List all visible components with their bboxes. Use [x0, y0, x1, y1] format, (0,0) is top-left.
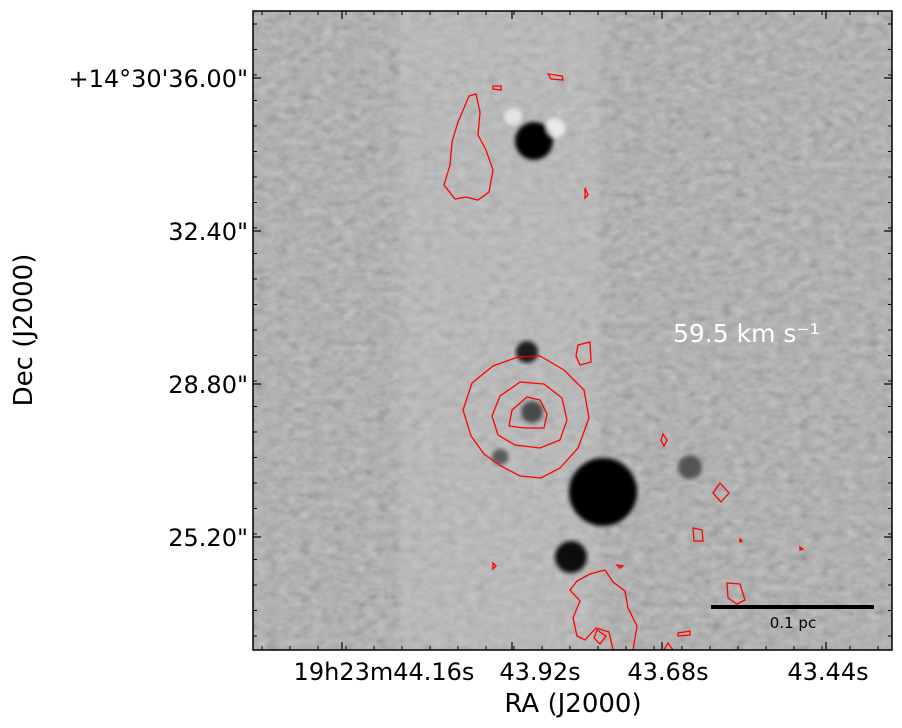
y-tick-label: 25.20"	[168, 524, 248, 552]
source	[555, 541, 587, 573]
contour	[443, 93, 494, 201]
x-tick-label: 43.44s	[787, 658, 868, 686]
x-tick-label: 19h23m44.16s	[294, 658, 475, 686]
contour	[726, 582, 746, 605]
contour	[663, 641, 674, 650]
source	[516, 341, 538, 363]
contour	[692, 527, 704, 542]
y-tick-label: +14°30'36.00"	[68, 65, 248, 93]
contour	[799, 545, 805, 551]
sources	[492, 108, 702, 573]
x-axis-label: RA (J2000)	[504, 689, 641, 719]
y-axis-label: Dec (J2000)	[9, 254, 39, 407]
x-tick-label: 43.92s	[499, 658, 580, 686]
contour	[593, 629, 607, 645]
x-tick-label: 43.68s	[627, 658, 708, 686]
contour	[546, 73, 564, 81]
contour	[660, 432, 668, 448]
contour	[508, 396, 548, 429]
contour	[677, 630, 691, 637]
contours	[443, 73, 805, 650]
y-tick-label: 32.40"	[168, 218, 248, 246]
velocity-annotation: 59.5 km s⁻¹	[673, 319, 820, 348]
contour	[492, 561, 497, 571]
y-tick-label: 28.80"	[168, 371, 248, 399]
image-panel: 59.5 km s⁻¹ 0.1 pc	[253, 11, 892, 650]
minor-ticks	[253, 11, 892, 650]
contour	[462, 355, 590, 479]
major-ticks	[253, 11, 892, 650]
source-residual	[504, 108, 522, 126]
contour	[739, 537, 744, 544]
source	[515, 122, 553, 160]
contour	[584, 187, 589, 200]
contour	[492, 85, 502, 91]
source	[521, 401, 543, 423]
scale-bar: 0.1 pc	[711, 605, 874, 632]
source	[492, 449, 508, 465]
source-residual	[545, 118, 565, 138]
contour	[491, 381, 568, 449]
source	[569, 458, 637, 526]
source	[678, 455, 702, 479]
contour	[712, 481, 730, 503]
scale-bar-label: 0.1 pc	[770, 614, 816, 632]
contour	[575, 341, 592, 366]
contour	[615, 564, 625, 569]
contour	[569, 569, 638, 650]
